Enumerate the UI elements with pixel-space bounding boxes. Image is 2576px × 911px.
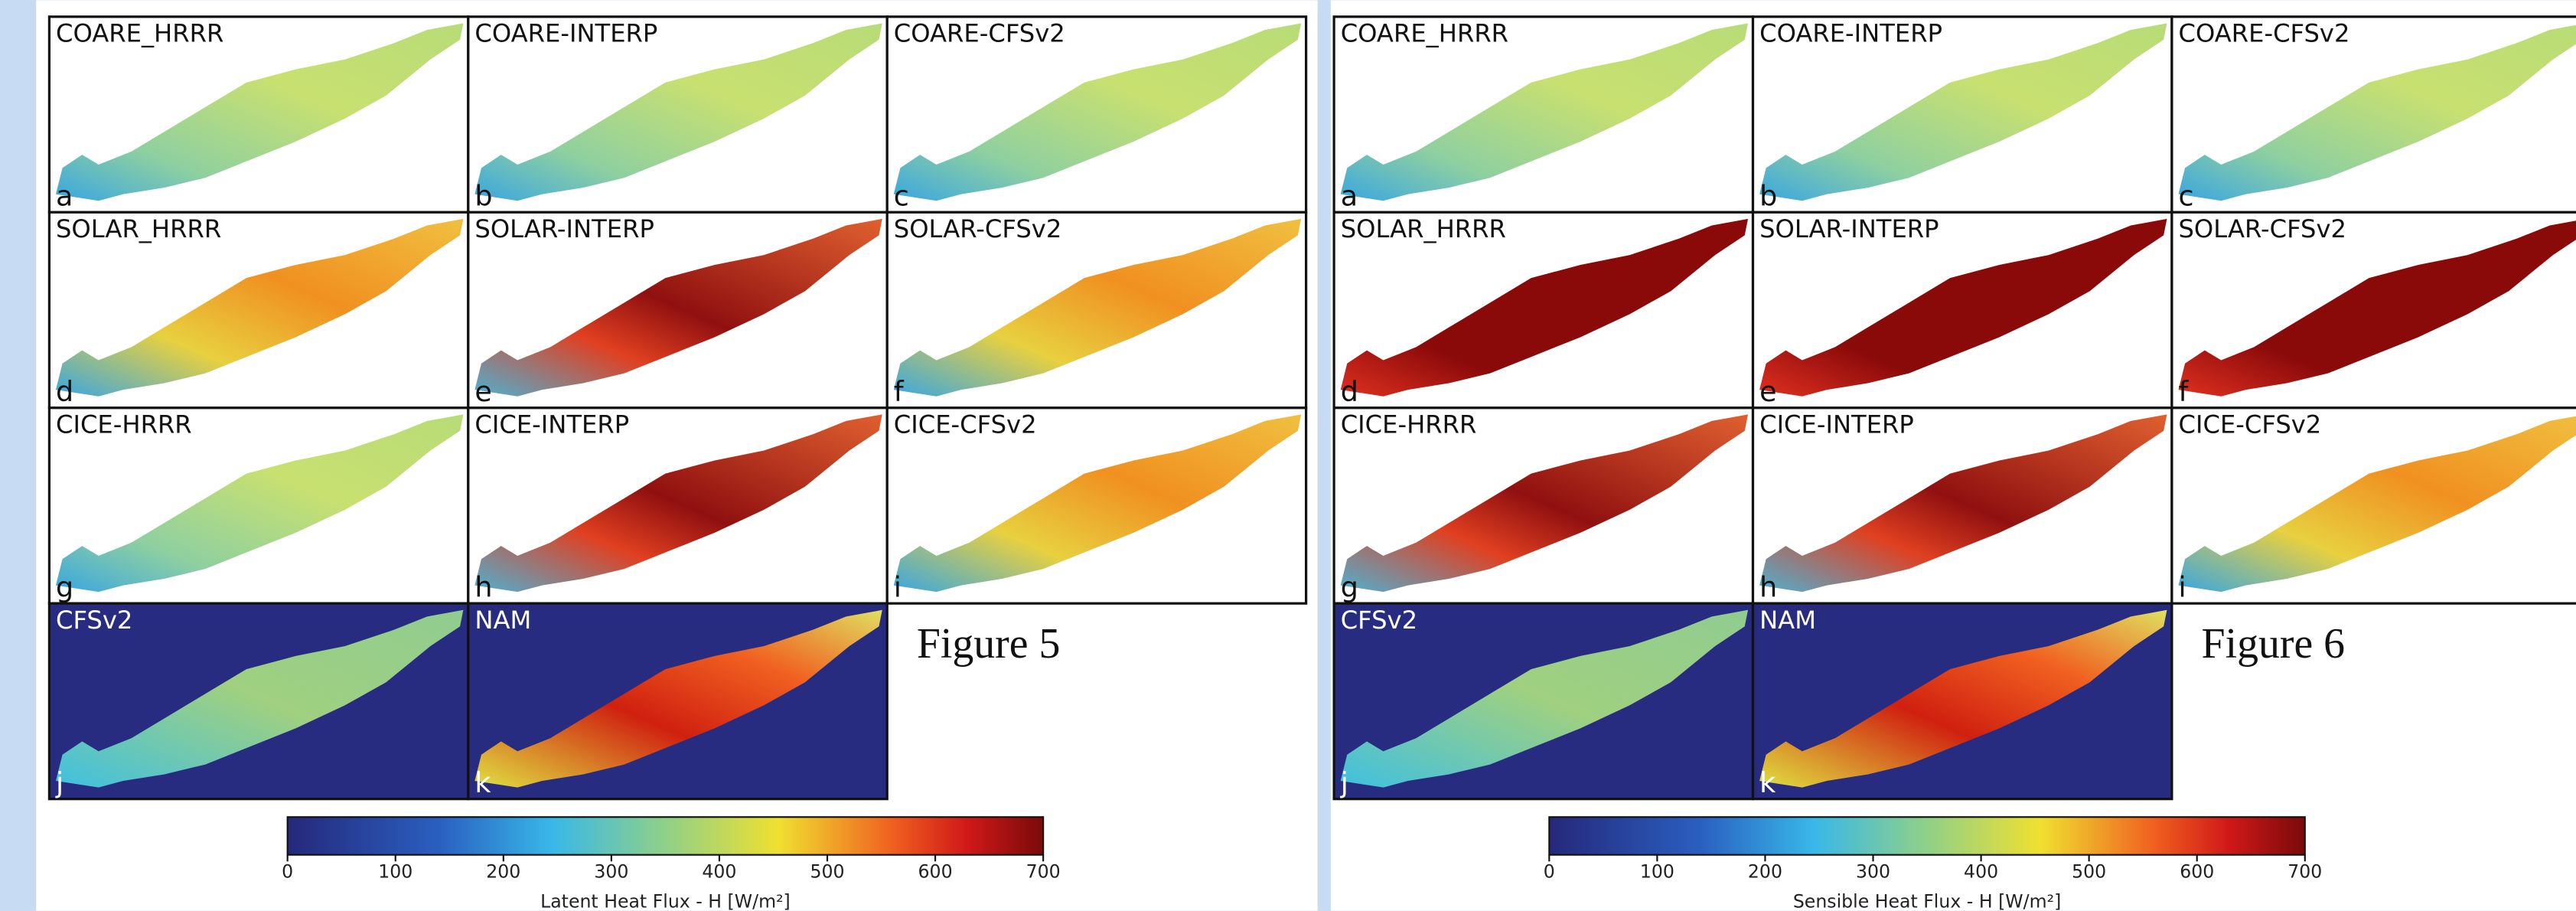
colorbar-tick-label: 300 [594, 861, 628, 883]
panel-letter: h [1759, 571, 1777, 604]
panel-letter: a [1341, 180, 1358, 213]
panel-letter: c [894, 180, 909, 213]
colorbar-tick-label: 600 [2180, 861, 2214, 883]
panel-title: CICE-CFSv2 [2179, 410, 2322, 439]
colorbar-tick-label: 200 [1748, 861, 1782, 883]
panel-letter: f [894, 375, 905, 408]
colorbar-label: Sensible Heat Flux - H [W/m²] [1793, 890, 2061, 911]
panel-letter: c [2179, 180, 2194, 213]
panel-title: CICE-HRRR [1341, 410, 1477, 439]
colorbar-label: Latent Heat Flux - H [W/m²] [540, 890, 791, 911]
panel-letter: a [56, 180, 73, 213]
panel-title: NAM [474, 606, 531, 635]
panel-letter: k [474, 766, 491, 799]
colorbar-tick-label: 700 [1026, 861, 1061, 883]
panel-title: SOLAR_HRRR [1341, 214, 1506, 243]
colorbar-tick-label: 700 [2287, 861, 2322, 883]
panel-letter: e [1759, 375, 1776, 408]
panel-title: CFSv2 [56, 606, 132, 635]
panel-letter: b [1759, 180, 1777, 213]
panel-title: SOLAR_HRRR [56, 214, 221, 243]
panel-title: SOLAR-CFSv2 [894, 214, 1062, 243]
panel-letter: k [1759, 766, 1776, 799]
panel-title: CICE-CFSv2 [894, 410, 1037, 439]
panel-title: CICE-HRRR [56, 410, 192, 439]
panel-title: COARE-CFSv2 [2179, 18, 2350, 47]
screenshot: COARE_HRRRaCOARE-INTERPbCOARE-CFSv2cSOLA… [0, 0, 2576, 911]
panel-title: NAM [1759, 606, 1816, 635]
colorbar-tick-label: 0 [1544, 861, 1555, 883]
panel-letter: d [1341, 375, 1358, 408]
panel-title: CFSv2 [1341, 606, 1417, 635]
panel-title: COARE-INTERP [474, 18, 657, 47]
panel-title: SOLAR-INTERP [1759, 214, 1939, 243]
figure-label: Figure 6 [2202, 620, 2346, 668]
panel-letter: i [894, 571, 902, 604]
panel-letter: g [56, 571, 73, 604]
colorbar-tick-label: 100 [378, 861, 412, 883]
colorbar-tick-label: 500 [810, 861, 844, 883]
panel-letter: g [1341, 571, 1358, 604]
colorbar-tick-label: 500 [2072, 861, 2106, 883]
panel-title: COARE-CFSv2 [894, 18, 1065, 47]
panel-letter: i [2179, 571, 2186, 604]
colorbar-tick-label: 400 [1964, 861, 1998, 883]
panel-letter: j [1340, 766, 1348, 799]
panel-letter: d [56, 375, 73, 408]
figure-label: Figure 5 [917, 620, 1061, 668]
panel-title: CICE-INTERP [1759, 410, 1914, 439]
panel-letter: j [55, 766, 64, 799]
colorbar [1549, 817, 2304, 854]
panel-title: CICE-INTERP [474, 410, 629, 439]
panel-letter: h [474, 571, 492, 604]
colorbar-tick-label: 200 [486, 861, 520, 883]
page: {"figures":[ {"panels":[ {"title":"COARE… [0, 0, 2576, 911]
panel-title: SOLAR-INTERP [474, 214, 654, 243]
colorbar-tick-label: 0 [282, 861, 293, 883]
panel-letter: e [474, 375, 491, 408]
panel-title: SOLAR-CFSv2 [2179, 214, 2347, 243]
colorbar [288, 817, 1043, 854]
colorbar-tick-label: 400 [702, 861, 736, 883]
colorbar-tick-label: 100 [1640, 861, 1674, 883]
panel-title: COARE-INTERP [1759, 18, 1942, 47]
panel-title: COARE_HRRR [56, 18, 223, 47]
colorbar-tick-label: 300 [1856, 861, 1890, 883]
panel-letter: f [2179, 375, 2190, 408]
panel-title: COARE_HRRR [1341, 18, 1508, 47]
panel-letter: b [474, 180, 492, 213]
colorbar-tick-label: 600 [918, 861, 953, 883]
